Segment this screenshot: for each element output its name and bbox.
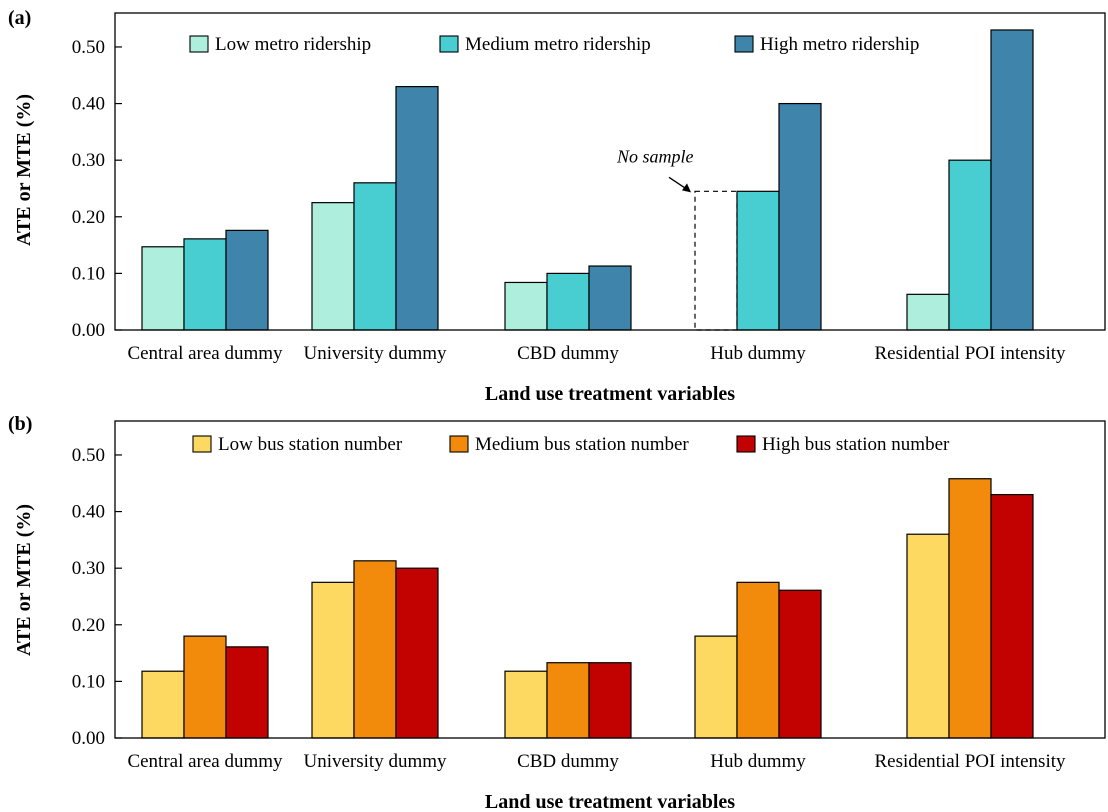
y-tick-label: 0.40 xyxy=(72,94,105,115)
x-category-label: CBD dummy xyxy=(517,343,619,364)
bar xyxy=(588,662,632,739)
bar xyxy=(141,670,185,739)
y-tick-label: 0.10 xyxy=(72,671,105,692)
bar xyxy=(504,670,548,739)
bar xyxy=(183,635,227,739)
no-sample-placeholder xyxy=(694,190,738,331)
legend-swatch xyxy=(736,435,756,453)
bar xyxy=(546,662,590,739)
bar xyxy=(311,202,355,331)
bar xyxy=(736,190,780,331)
x-category-label: University dummy xyxy=(303,751,447,772)
panel-a: No sample 0.00 0.10 0.20 0.30 0.40 0.50 Central… xyxy=(8,7,1106,405)
y-axis-title: ATE or MTE (%) xyxy=(13,504,35,656)
y-tick-label: 0.00 xyxy=(72,728,105,749)
legend-label: Low bus station number xyxy=(218,434,403,455)
bar xyxy=(778,102,822,331)
bar xyxy=(906,293,950,331)
legend-swatch xyxy=(449,435,469,453)
bar xyxy=(353,182,397,331)
legend-swatch xyxy=(734,35,754,53)
plot-frame xyxy=(114,420,1106,739)
bar xyxy=(225,229,269,331)
x-axis-title: Land use treatment variables xyxy=(485,791,735,812)
plot-frame xyxy=(114,12,1106,331)
x-category-label: Central area dummy xyxy=(127,343,283,364)
annotation-arrow xyxy=(668,176,688,190)
bar xyxy=(546,272,590,331)
x-category-label: Residential POI intensity xyxy=(874,343,1066,364)
y-tick-label: 0.50 xyxy=(72,37,105,58)
y-tick-label: 0.20 xyxy=(72,615,105,636)
y-tick-label: 0.30 xyxy=(72,150,105,171)
legend-label: Medium metro ridership xyxy=(465,34,651,55)
y-tick-label: 0.20 xyxy=(72,207,105,228)
bar xyxy=(990,493,1034,739)
bar xyxy=(906,533,950,739)
y-tick-label: 0.00 xyxy=(72,320,105,341)
legend-label: High metro ridership xyxy=(760,34,919,55)
bar xyxy=(694,635,738,739)
bar xyxy=(588,265,632,331)
bar xyxy=(183,238,227,331)
x-category-label: Hub dummy xyxy=(710,751,806,772)
y-tick-label: 0.10 xyxy=(72,263,105,284)
legend-label: High bus station number xyxy=(762,434,950,455)
panel-label: (b) xyxy=(8,413,32,435)
y-tick-label: 0.50 xyxy=(72,445,105,466)
legend-label: Low metro ridership xyxy=(215,34,371,55)
legend-swatch xyxy=(189,35,209,53)
x-category-label: University dummy xyxy=(303,343,447,364)
bar xyxy=(311,581,355,739)
legend-swatch xyxy=(192,435,212,453)
panel-b: 0.00 0.10 0.20 0.30 0.40 0.50 Central area dum… xyxy=(8,413,1106,812)
bar xyxy=(990,29,1034,331)
bar xyxy=(141,246,185,331)
y-tick-label: 0.40 xyxy=(72,502,105,523)
bar xyxy=(395,567,439,739)
y-axis-title: ATE or MTE (%) xyxy=(13,94,35,246)
panel-label: (a) xyxy=(8,7,31,29)
y-tick-label: 0.30 xyxy=(72,558,105,579)
annotation-label: No sample xyxy=(616,146,694,166)
bar xyxy=(395,85,439,331)
legend-swatch xyxy=(439,35,459,53)
x-axis-title: Land use treatment variables xyxy=(485,383,735,405)
x-category-label: Hub dummy xyxy=(710,343,806,364)
bar xyxy=(225,646,269,739)
bar xyxy=(504,281,548,331)
x-category-label: Residential POI intensity xyxy=(874,751,1066,772)
bar xyxy=(948,159,992,331)
legend-label: Medium bus station number xyxy=(475,434,689,455)
bar xyxy=(736,581,780,739)
bar xyxy=(778,589,822,739)
x-category-label: Central area dummy xyxy=(127,751,283,772)
annotation-arrowhead xyxy=(682,183,691,193)
bar xyxy=(353,560,397,739)
x-category-label: CBD dummy xyxy=(517,751,619,772)
bar xyxy=(948,478,992,739)
